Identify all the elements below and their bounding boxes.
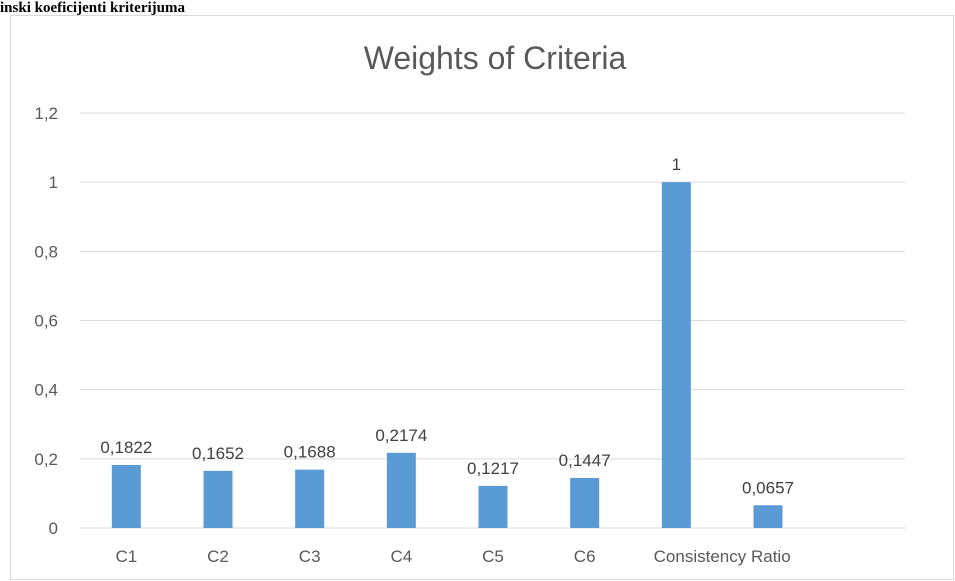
x-tick-label: Consistency Ratio [654,547,791,566]
data-labels: 0,1822 0,1652 0,1688 0,2174 0,1217 0,1447 1 0,0… [100,155,794,497]
data-label: 0,1447 [559,451,611,470]
y-tick-label: 0 [49,519,58,538]
data-label: 1 [672,155,681,174]
y-tick-label: 1,2 [34,104,58,123]
bars [111,182,783,528]
y-tick-label: 0,2 [34,450,58,469]
bar [661,182,691,528]
bar [295,469,325,528]
bar [478,485,508,528]
bar [386,452,416,528]
chart-title: Weights of Criteria [364,40,627,76]
bar [111,464,141,528]
data-label: 0,0657 [742,478,794,497]
x-tick-label: C1 [115,547,137,566]
y-tick-label: 0,6 [34,312,58,331]
x-tick-label: C4 [390,547,412,566]
document-heading: inski koeficijenti kriterijuma [0,0,185,16]
data-label: 0,1688 [284,443,336,462]
chart-frame [10,15,954,580]
data-label: 0,1822 [100,438,152,457]
data-label: 0,1217 [467,459,519,478]
bar [753,505,783,528]
y-tick-label: 1 [49,173,58,192]
bar [203,470,233,528]
x-tick-label: C2 [207,547,229,566]
y-axis-tick-labels: 0 0,2 0,4 0,6 0,8 1 1,2 [34,104,58,538]
x-tick-label: C5 [482,547,504,566]
x-axis-tick-labels: C1 C2 C3 C4 C5 C6 Consistency Ratio [115,547,790,566]
y-tick-label: 0,4 [34,381,58,400]
x-tick-label: C3 [299,547,321,566]
x-tick-label: C6 [574,547,596,566]
bar [570,477,600,528]
data-label: 0,1652 [192,444,244,463]
y-tick-label: 0,8 [34,242,58,261]
data-label: 0,2174 [375,426,427,445]
